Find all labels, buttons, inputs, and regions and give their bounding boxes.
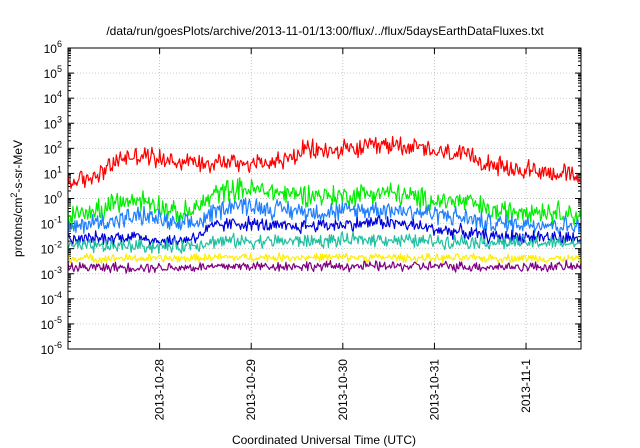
plot-frame — [67, 47, 582, 350]
y-tick-label: 102 — [44, 139, 62, 156]
y-tick-label: 10-4 — [41, 290, 62, 307]
x-tick-label: 2013-10-28 — [153, 359, 167, 421]
series-line-7 — [67, 259, 582, 274]
data-series-group — [67, 135, 582, 274]
chart-title: /data/run/goesPlots/archive/2013-11-01/1… — [106, 24, 544, 38]
y-tick-label: 10-3 — [41, 265, 62, 282]
y-tick-label: 105 — [44, 64, 62, 81]
x-axis: 2013-10-28 2013-10-29 2013-10-30 2013-10-31… — [153, 48, 533, 420]
y-axis-label-unit: protons/cm — [11, 198, 25, 257]
y-tick-label: 103 — [44, 114, 62, 131]
x-tick-label: 2013-10-31 — [427, 359, 441, 421]
series-line-1 — [67, 135, 582, 189]
y-axis-label-exponent: 2 — [9, 193, 19, 198]
x-tick-label: 2013-11-1 — [519, 359, 533, 413]
y-axis: 10-6 10-5 10-4 10-3 10-2 10-1 100 101 102 103 104 1… — [41, 39, 581, 357]
x-axis-label: Coordinated Universal Time (UTC) — [232, 433, 416, 447]
series-line-5 — [67, 231, 582, 254]
y-tick-label: 10-2 — [41, 240, 62, 257]
y-axis-label: protons/cm2-s-sr-MeV — [9, 140, 25, 257]
y-tick-label: 104 — [44, 89, 62, 106]
y-tick-label: 101 — [44, 164, 62, 181]
x-tick-label: 2013-10-30 — [336, 359, 350, 421]
series-line-3 — [67, 197, 582, 235]
y-tick-label: 10-5 — [41, 315, 62, 332]
y-tick-label: 100 — [44, 190, 62, 207]
y-tick-label: 10-6 — [41, 340, 62, 357]
series-line-6 — [67, 252, 582, 265]
series-line-4 — [67, 215, 582, 249]
y-tick-label: 106 — [44, 39, 62, 56]
series-line-2 — [67, 177, 582, 231]
y-tick-label: 10-1 — [41, 215, 62, 232]
y-axis-label-rest: -s-sr-MeV — [11, 140, 25, 193]
x-tick-label: 2013-10-29 — [244, 359, 258, 421]
